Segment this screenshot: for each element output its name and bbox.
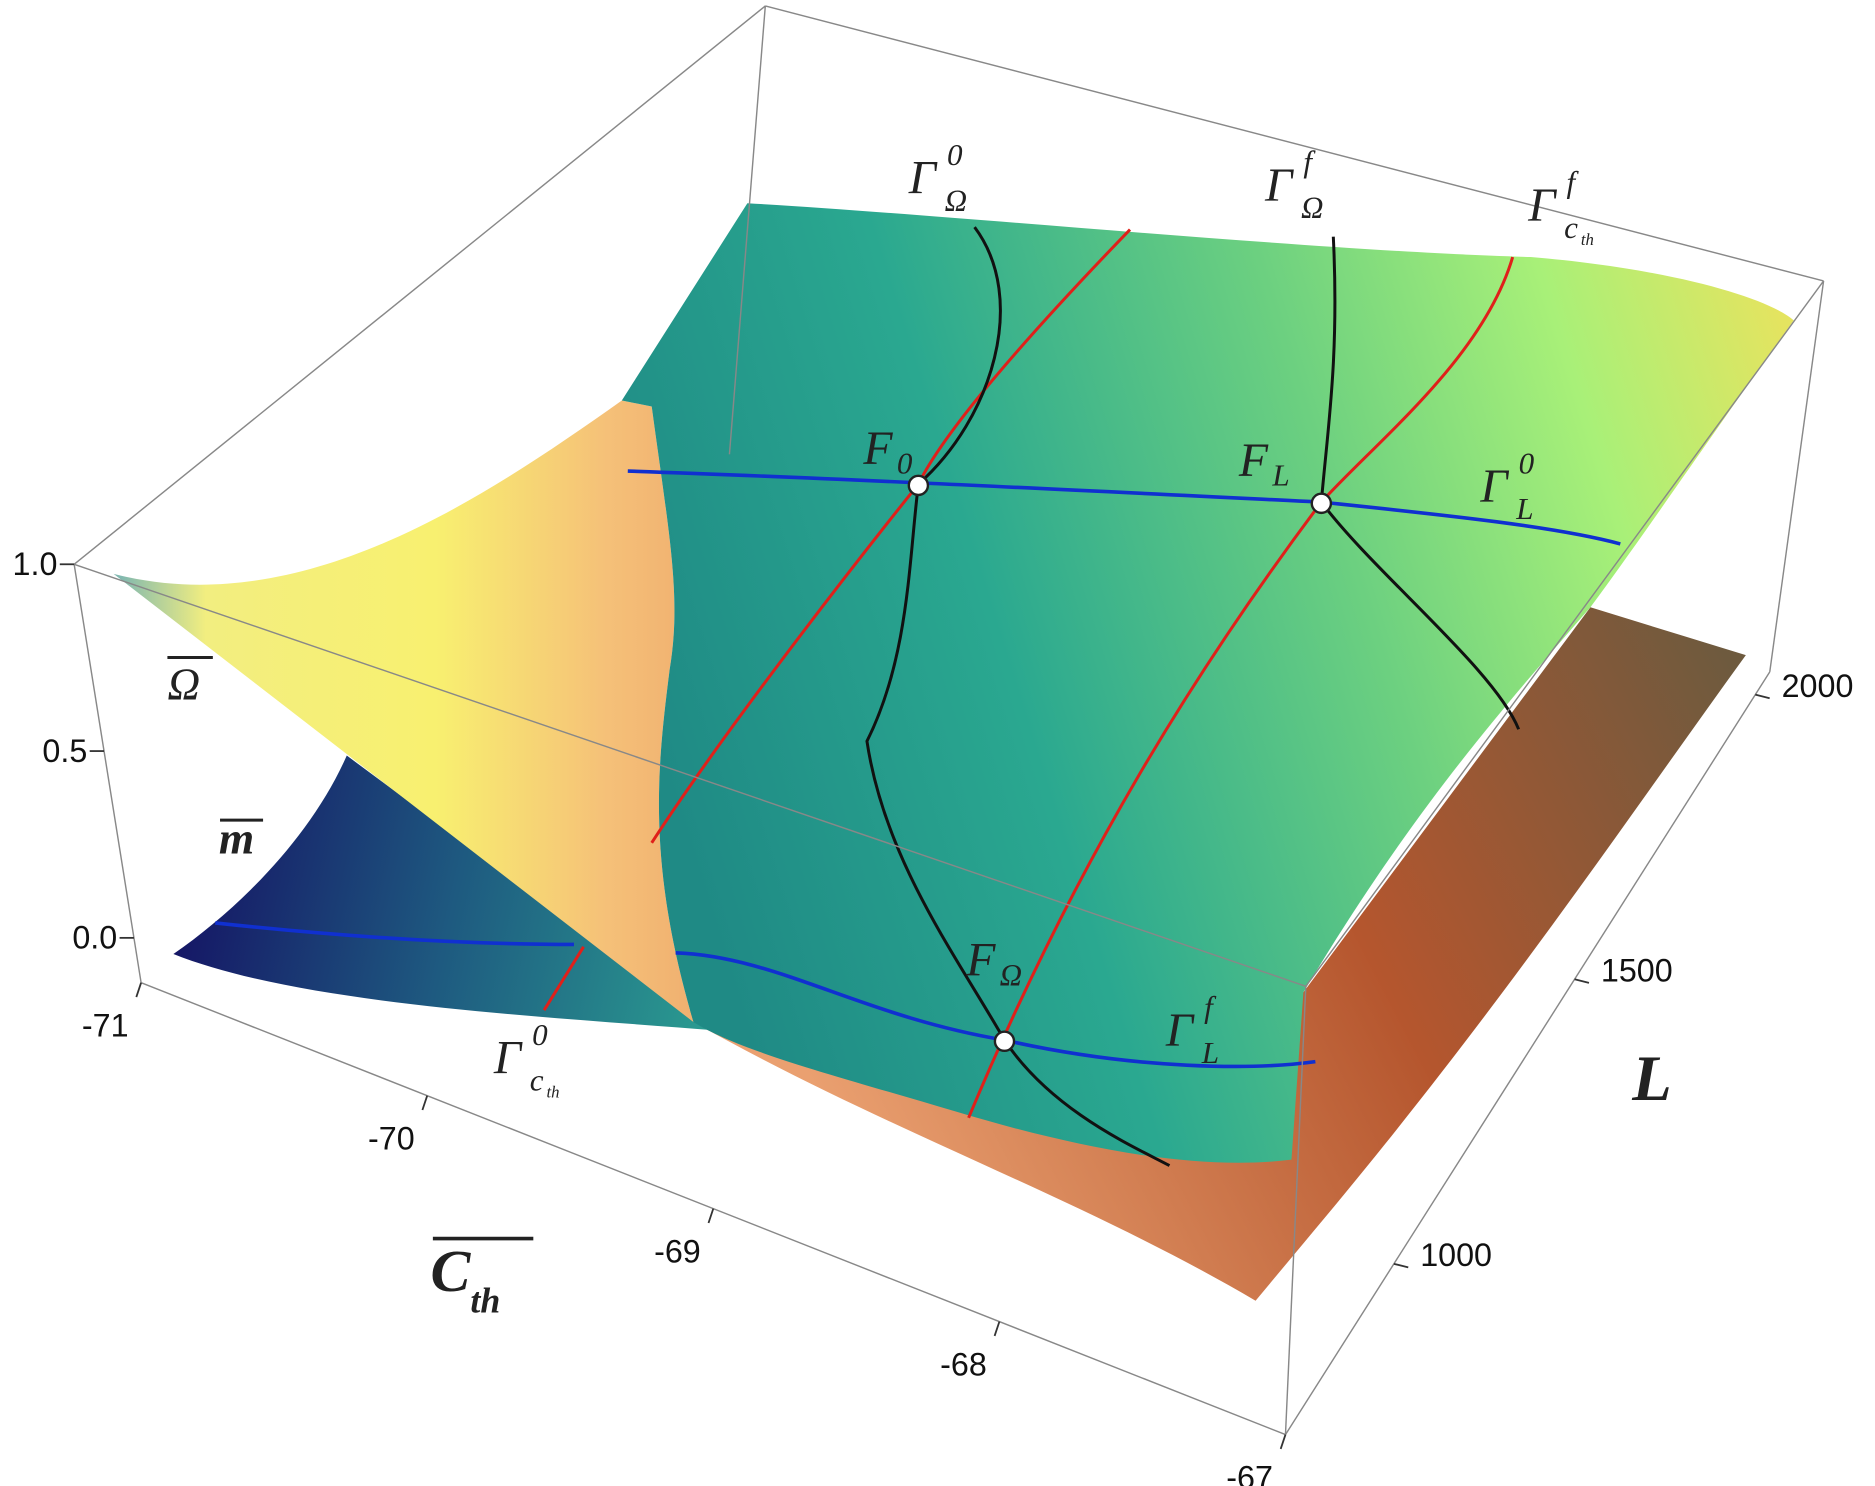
x-tick bbox=[1279, 1434, 1287, 1450]
annotation-sub: c bbox=[530, 1062, 544, 1097]
point-label-sub: 0 bbox=[897, 445, 913, 480]
x-tick bbox=[993, 1321, 1001, 1337]
surface-omega-main bbox=[621, 203, 1794, 1163]
x-tick-label: -70 bbox=[368, 1120, 415, 1156]
box-edge bbox=[765, 5, 1824, 282]
blue-curve bbox=[215, 921, 574, 947]
y-tick-label: 1000 bbox=[1420, 1237, 1492, 1273]
x-tick bbox=[707, 1208, 715, 1224]
z-axis-label: Ω bbox=[167, 659, 200, 709]
x-tick-label: -69 bbox=[654, 1233, 701, 1269]
box-edge bbox=[1769, 280, 1825, 672]
y-tick bbox=[1574, 978, 1590, 984]
surface-omega-left bbox=[113, 400, 694, 1023]
annotation-base: Γ bbox=[1165, 1004, 1195, 1057]
annotation-base: Γ bbox=[908, 152, 938, 205]
annotation-sup: 0 bbox=[1519, 445, 1535, 480]
annotation-sup: f bbox=[1303, 144, 1316, 179]
annotation-sub: L bbox=[1201, 1035, 1219, 1070]
point-label-sub: L bbox=[1271, 457, 1289, 492]
surface-m-left bbox=[173, 755, 718, 1031]
labels: Ω m Cth L bbox=[167, 656, 1672, 1321]
annotation-sup: 0 bbox=[947, 137, 963, 172]
annotation-base: Γ bbox=[1479, 460, 1509, 513]
blue-curve bbox=[627, 469, 1621, 546]
annotation: Γ 0 c th bbox=[493, 1017, 560, 1102]
point bbox=[993, 1030, 1016, 1053]
z-axis-label: m bbox=[219, 814, 254, 864]
point-label-base: F bbox=[1238, 434, 1269, 487]
point bbox=[1310, 492, 1333, 515]
box-edge bbox=[73, 5, 766, 565]
annotation-sup: 0 bbox=[532, 1017, 548, 1052]
annotation-sup: f bbox=[1566, 164, 1579, 199]
annotation-subsub: th bbox=[1581, 230, 1594, 249]
y-tick bbox=[1755, 693, 1770, 700]
black-curve bbox=[865, 226, 1171, 1167]
x-axis-label-base: C bbox=[430, 1238, 471, 1304]
x-tick-label: -68 bbox=[940, 1346, 987, 1382]
x-tick bbox=[421, 1095, 429, 1111]
box-edge bbox=[73, 564, 142, 983]
annotation-subsub: th bbox=[546, 1082, 559, 1101]
surface-m-right bbox=[693, 607, 1746, 1301]
annotation-base: Γ bbox=[1527, 179, 1557, 232]
curves bbox=[215, 226, 1621, 1167]
annotation-sub: L bbox=[1515, 491, 1533, 526]
z-tick-label: 1.0 bbox=[13, 546, 58, 582]
x-tick-label: -67 bbox=[1226, 1459, 1273, 1486]
x-axis-label-sub: th bbox=[470, 1281, 500, 1321]
annotation-sub: Ω bbox=[1301, 190, 1323, 225]
box-edge bbox=[73, 563, 1307, 987]
x-tick bbox=[135, 982, 142, 998]
point-label-sub: Ω bbox=[1000, 957, 1022, 992]
red-curve bbox=[542, 946, 585, 1011]
red-curve bbox=[967, 256, 1515, 1119]
point-label-base: F bbox=[965, 934, 996, 987]
box-edge bbox=[728, 5, 767, 455]
x-axis-label: Cth bbox=[430, 1238, 500, 1321]
y-axis-label: L bbox=[1631, 1042, 1671, 1114]
surfaces bbox=[113, 203, 1794, 1301]
annotation-base: Γ bbox=[493, 1032, 523, 1085]
point-label-base: F bbox=[862, 422, 893, 475]
x-tick-label: -71 bbox=[82, 1007, 129, 1043]
y-tick-label: 1500 bbox=[1601, 953, 1673, 989]
annotation-sub: c bbox=[1564, 210, 1578, 245]
annotation-sub: Ω bbox=[945, 182, 967, 217]
box-edge bbox=[1305, 280, 1825, 987]
z-tick-label: 0.0 bbox=[72, 920, 117, 956]
y-tick-label: 2000 bbox=[1782, 668, 1854, 704]
z-tick-label: 0.5 bbox=[42, 733, 87, 769]
point bbox=[907, 474, 930, 497]
box-edge bbox=[1284, 671, 1771, 1435]
annotation-base: Γ bbox=[1264, 159, 1294, 212]
y-tick bbox=[1393, 1262, 1409, 1269]
box-edge bbox=[1284, 986, 1307, 1435]
